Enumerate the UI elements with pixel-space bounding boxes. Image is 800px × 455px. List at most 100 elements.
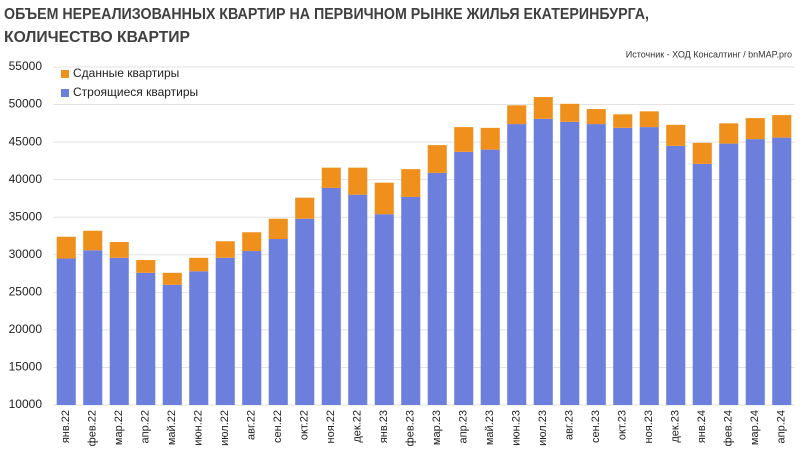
y-tick-label: 15000	[9, 360, 43, 374]
bar-segment	[454, 151, 474, 405]
bar-segment	[533, 118, 553, 406]
source-note: Источник - ХОД Консалтинг / bnMAP.pro	[626, 49, 792, 59]
bar-segment	[613, 127, 633, 405]
legend-label: Строящиеся квартиры	[73, 85, 198, 99]
y-tick-label: 20000	[9, 322, 43, 336]
bar-segment	[56, 258, 76, 405]
x-tick-label: июн.23	[511, 410, 523, 446]
x-tick-label: июл.22	[219, 410, 231, 446]
y-tick-label: 40000	[9, 172, 43, 186]
y-tick-label: 10000	[9, 397, 43, 411]
bar-segment	[321, 167, 341, 188]
bar-segment	[268, 239, 288, 405]
y-tick-label: 35000	[9, 209, 43, 223]
bar-segment	[772, 115, 792, 138]
bar-segment	[56, 236, 76, 259]
x-tick-label: авг.22	[246, 410, 258, 440]
bar-segment	[242, 232, 262, 252]
legend-swatch	[61, 70, 69, 78]
x-tick-label: сен.23	[590, 410, 602, 443]
bar-segment	[189, 257, 209, 272]
bar-segment	[507, 124, 527, 405]
x-tick-label: сен.22	[272, 410, 284, 443]
bar-segment	[268, 218, 288, 240]
bar-segment	[480, 127, 500, 150]
x-tick-label: апр.22	[140, 410, 152, 443]
x-tick-label: мар.22	[113, 410, 125, 445]
bar-segment	[374, 182, 394, 215]
x-tick-label: дек.23	[670, 410, 682, 443]
bar-segment	[480, 149, 500, 405]
bar-segment	[427, 172, 447, 405]
bar-segment	[401, 196, 421, 405]
bar-segment	[401, 169, 421, 197]
bar-segment	[109, 257, 129, 405]
x-tick-label: ноя.23	[643, 410, 655, 443]
bar-segment	[295, 197, 315, 219]
bar-segment	[692, 163, 712, 405]
bar-segment	[295, 218, 315, 405]
x-tick-label: янв.24	[696, 410, 708, 443]
x-tick-label: дек.22	[352, 410, 364, 443]
bar-segment	[772, 137, 792, 406]
bar-segment	[586, 124, 606, 405]
bar-segment	[189, 271, 209, 405]
bar-segment	[215, 257, 235, 405]
y-tick-label: 30000	[9, 247, 43, 261]
bar-segment	[348, 167, 368, 195]
bar-segment	[427, 145, 447, 173]
bar-segment	[533, 97, 553, 119]
bar-segment	[560, 121, 580, 405]
bar-segment	[666, 145, 686, 405]
chart-title: ОБЪЕМ НЕРЕАЛИЗОВАННЫХ КВАРТИР НА ПЕРВИЧН…	[4, 6, 649, 23]
bar-segment	[242, 251, 262, 405]
x-tick-label: май.22	[166, 410, 178, 445]
bar-segment	[109, 242, 129, 258]
x-tick-label: ноя.22	[325, 410, 337, 443]
x-tick-label: июл.23	[537, 410, 549, 446]
bar-segment	[719, 123, 739, 144]
bar-segment	[560, 103, 580, 122]
bar-segment	[507, 105, 527, 125]
x-tick-label: май.23	[484, 410, 496, 445]
bar-segment	[639, 111, 659, 128]
legend-label: Сданные квартиры	[73, 66, 179, 80]
x-tick-label: фев.22	[87, 410, 99, 446]
bar-segment	[745, 118, 765, 140]
legend-swatch	[61, 89, 69, 97]
bar-segment	[162, 272, 182, 285]
x-tick-label: окт.22	[299, 410, 311, 440]
bar-segment	[374, 214, 394, 405]
bar-segment	[745, 139, 765, 405]
y-tick-label: 25000	[9, 285, 43, 299]
bar-segment	[719, 143, 739, 405]
bar-segment	[666, 124, 686, 146]
x-tick-label: окт.23	[617, 410, 629, 440]
x-tick-label: мар.24	[749, 410, 761, 445]
y-tick-label: 45000	[9, 134, 43, 148]
bar-segment	[639, 127, 659, 405]
x-tick-label: авг.23	[564, 410, 576, 440]
bar-segment	[692, 142, 712, 164]
x-tick-label: апр.23	[458, 410, 470, 443]
x-tick-label: мар.23	[431, 410, 443, 445]
bar-segment	[454, 127, 474, 152]
bar-segment	[613, 114, 633, 128]
x-tick-label: фев.23	[405, 410, 417, 446]
bar-segment	[162, 284, 182, 405]
bar-segment	[83, 230, 103, 251]
bar-segment	[321, 187, 341, 405]
y-tick-label: 50000	[9, 97, 43, 111]
bar-segment	[586, 109, 606, 125]
bar-segment	[136, 260, 156, 273]
y-tick-label: 55000	[9, 59, 43, 73]
bar-segment	[83, 250, 103, 405]
x-tick-label: апр.24	[776, 410, 788, 443]
bar-segment	[136, 272, 156, 405]
bar-segment	[348, 194, 368, 405]
bar-segment	[215, 241, 235, 258]
x-tick-label: янв.22	[60, 410, 72, 443]
x-tick-label: янв.23	[378, 410, 390, 443]
chart-title: КОЛИЧЕСТВО КВАРТИР	[4, 29, 190, 46]
